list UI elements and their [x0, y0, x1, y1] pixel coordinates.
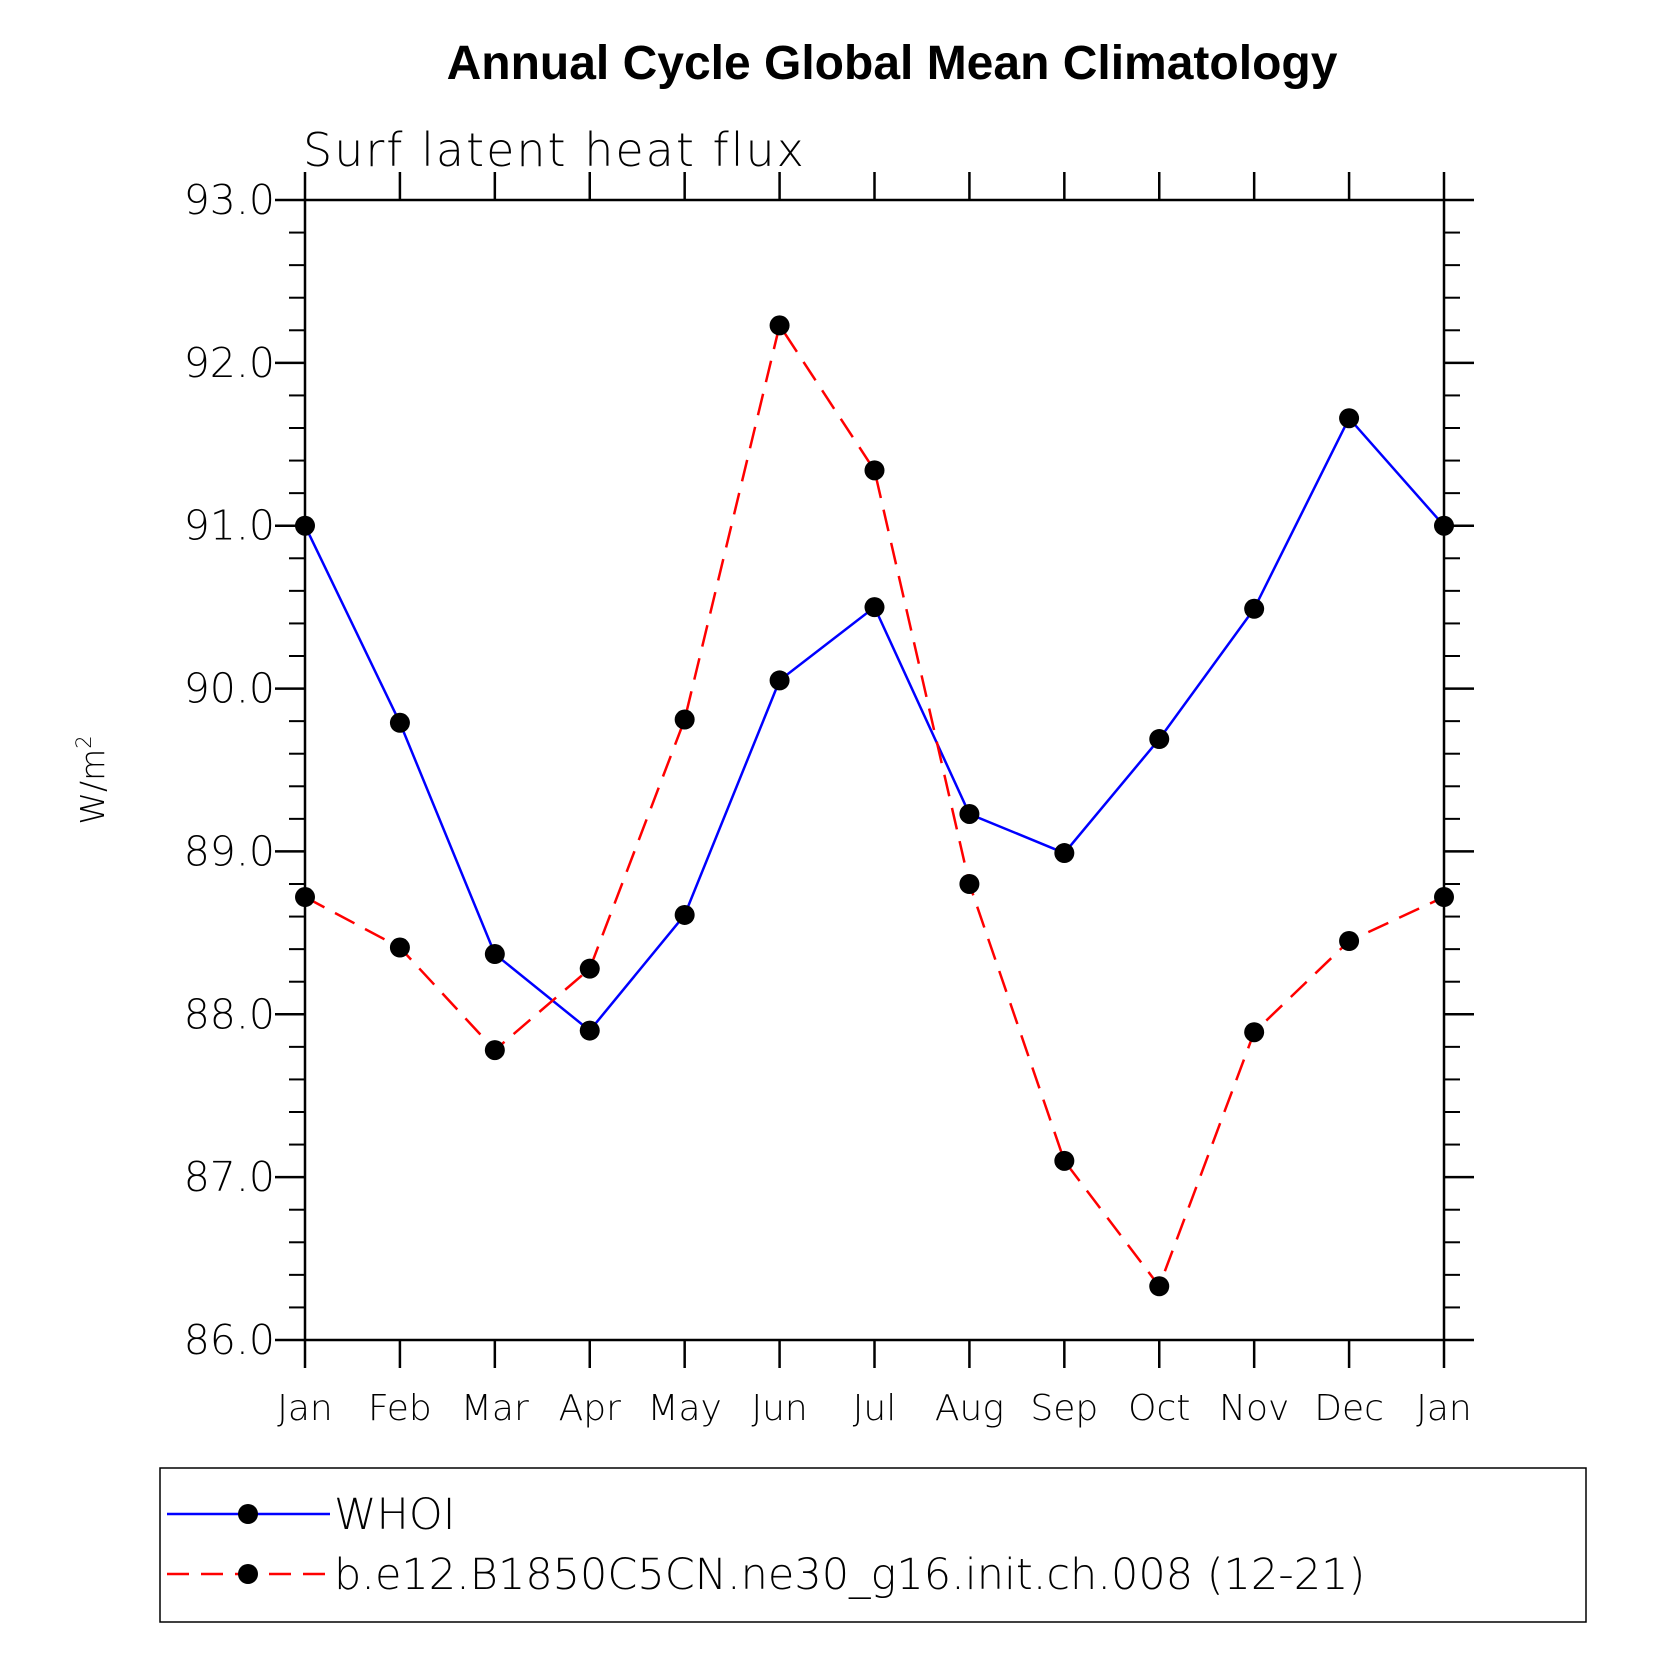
x-tick-label: Oct [1128, 1388, 1190, 1429]
data-point-series-1 [1244, 598, 1265, 619]
x-tick-label: Nov [1219, 1388, 1289, 1429]
data-point-series-2 [1244, 1022, 1265, 1043]
data-point-series-2 [959, 874, 980, 894]
data-point-series-2 [769, 315, 790, 336]
data-point-series-2 [579, 958, 600, 979]
data-point-series-1 [1339, 408, 1360, 429]
legend-label-1: WHOI [334, 1490, 455, 1540]
chart-subtitle: Surf latent heat flux [303, 123, 806, 177]
legend-label-2: b.e12.B1850C5CN.ne30_g16.init.ch.008 (12… [334, 1550, 1365, 1600]
legend-marker-1 [238, 1504, 258, 1524]
data-point-series-2 [1054, 1150, 1075, 1171]
y-tick-label: 91.0 [184, 502, 275, 550]
x-tick-label: Apr [559, 1388, 621, 1429]
data-point-series-2 [295, 887, 315, 908]
x-tick-label: Mar [461, 1388, 529, 1429]
legend-marker-2 [238, 1564, 258, 1584]
y-tick-label: 92.0 [184, 339, 275, 387]
data-point-series-2 [484, 1040, 505, 1061]
y-tick-label: 93.0 [184, 176, 275, 224]
series-line-1 [303, 416, 1445, 1033]
series-layer [295, 315, 1454, 1297]
data-point-series-2 [1339, 931, 1360, 951]
y-tick-label: 90.0 [184, 665, 275, 713]
data-point-series-2 [1149, 1276, 1170, 1297]
x-tick-label: Jun [751, 1388, 807, 1429]
data-point-series-1 [484, 944, 505, 965]
data-point-series-2 [864, 460, 885, 481]
data-point-series-1 [389, 712, 410, 733]
x-tick-label: May [647, 1388, 721, 1429]
data-point-series-1 [1434, 515, 1454, 536]
data-point-series-2 [389, 937, 410, 958]
data-point-series-1 [1149, 729, 1170, 750]
x-tick-label: Sep [1030, 1388, 1098, 1429]
x-tick-label: Dec [1314, 1388, 1384, 1429]
y-tick-label: 87.0 [184, 1153, 275, 1201]
plot-frame [303, 198, 1446, 1342]
x-tick-label: Feb [368, 1388, 432, 1429]
x-tick-label: Aug [935, 1388, 1004, 1429]
data-point-series-2 [1434, 887, 1454, 908]
chart-title: Annual Cycle Global Mean Climatology [447, 37, 1338, 90]
y-tick-label: 86.0 [184, 1316, 275, 1364]
legend-box [159, 1467, 1587, 1623]
y-tick-label: 89.0 [184, 827, 275, 875]
data-point-series-1 [674, 904, 695, 925]
data-point-series-1 [579, 1020, 600, 1041]
data-point-series-1 [769, 670, 790, 691]
x-tick-label: Jan [1416, 1388, 1472, 1429]
data-point-series-1 [959, 803, 980, 824]
y-axis-label: W/m2 [72, 735, 112, 824]
x-tick-label: Jan [277, 1388, 333, 1429]
data-point-series-2 [674, 709, 695, 730]
x-tick-label: Jul [853, 1388, 896, 1429]
data-point-series-1 [1054, 843, 1075, 864]
legend: WHOI b.e12.B1850C5CN.ne30_g16.init.ch.008… [167, 1490, 1365, 1600]
data-point-series-1 [864, 597, 885, 618]
data-point-series-1 [295, 515, 315, 536]
y-tick-label: 88.0 [184, 990, 275, 1038]
axes: 86.0 87.0 88.0 89.0 90.0 91.0 92.0 93.0 Jan Feb Ma… [184, 172, 1474, 1429]
